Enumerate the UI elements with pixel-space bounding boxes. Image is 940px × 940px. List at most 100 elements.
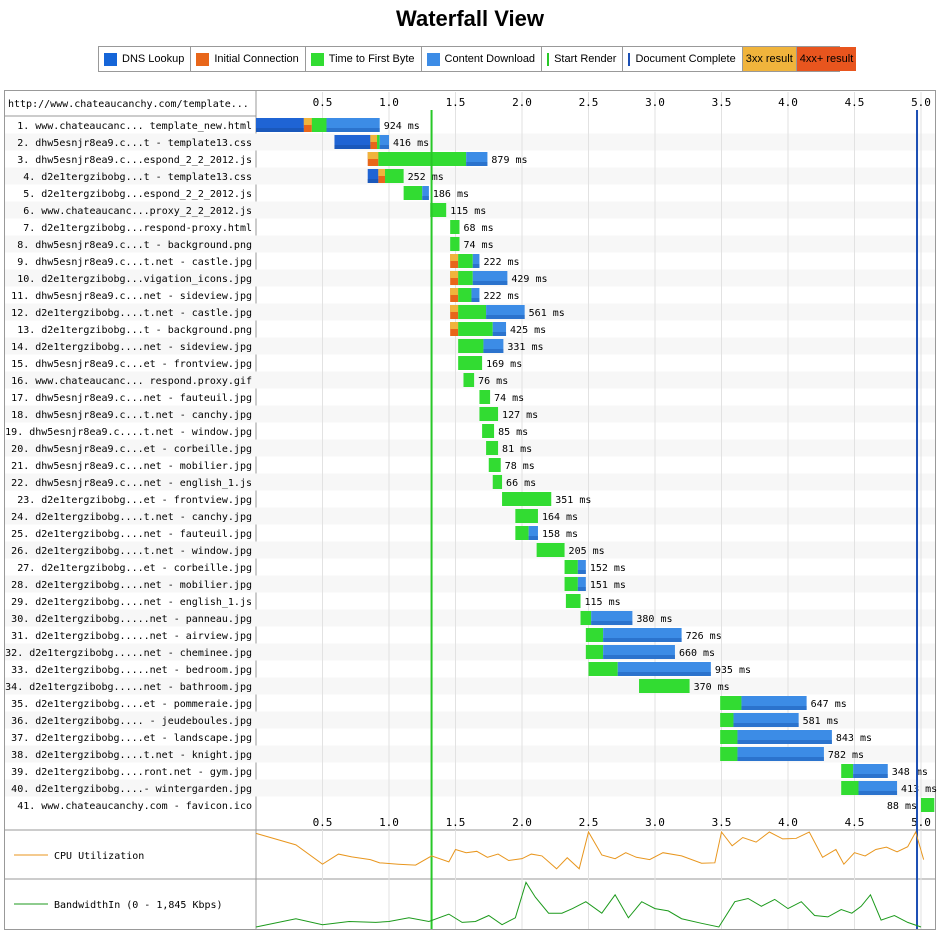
bar-dl-shade (603, 655, 675, 659)
bar-dl (528, 526, 538, 540)
bar-ttfb (720, 730, 738, 744)
bar-conn-top (450, 322, 459, 329)
bar-dl-shade (379, 145, 389, 149)
request-label: 16. www.chateaucanc... respond.proxy.gif (11, 376, 252, 387)
bar-ttfb (564, 577, 578, 591)
waterfall-frame (4, 90, 936, 930)
request-label: 3. dhw5esnjr8ea9.c...espond_2_2_2012.js (17, 155, 252, 166)
row-band (5, 235, 935, 253)
x-tick-label-top: 3.5 (712, 96, 732, 109)
request-label: 33. d2e1tergzibobg.....net - bedroom.jpg (11, 665, 252, 676)
bar-ttfb (486, 441, 499, 455)
request-label: 25. d2e1tergzibobg....net - fauteuil.jpg (11, 529, 252, 540)
duration-label: 169 ms (486, 359, 522, 370)
duration-label: 413 ms (901, 784, 937, 795)
legend-swatch (196, 52, 210, 66)
x-tick-label-top: 3.0 (645, 96, 665, 109)
request-label: 12. d2e1tergzibobg....t.net - castle.jpg (11, 308, 252, 319)
duration-label: 68 ms (463, 223, 493, 234)
request-label: 4. d2e1tergzibobg...t - template13.css (23, 172, 252, 183)
bar-ttfb (580, 611, 592, 625)
request-label: 27. d2e1tergzibobg...et - corbeille.jpg (17, 563, 252, 574)
duration-label: 81 ms (502, 444, 532, 455)
duration-label: 331 ms (507, 342, 543, 353)
request-label: 28. d2e1tergzibobg....net - mobilier.jpg (11, 580, 252, 591)
request-label: 14. d2e1tergzibobg....net - sideview.jpg (11, 342, 252, 353)
bar-ttfb (720, 696, 742, 710)
duration-label: 647 ms (811, 699, 847, 710)
request-label: 11. dhw5esnjr8ea9.c...net - sideview.jpg (11, 291, 252, 302)
request-label: 38. d2e1tergzibobg....t.net - knight.jpg (11, 750, 252, 761)
legend-item-content-download: Content Download (422, 47, 543, 71)
duration-label: 561 ms (529, 308, 565, 319)
request-label: 31. d2e1tergzibobg.....net - airview.jpg (11, 631, 252, 642)
bar-dl (577, 577, 586, 591)
bar-dl-shade (617, 672, 711, 676)
row-band (5, 201, 935, 219)
request-label: 20. dhw5esnjr8ea9.c...et - corbeille.jpg (11, 444, 252, 455)
duration-label: 74 ms (494, 393, 524, 404)
legend-label: Content Download (444, 53, 536, 65)
duration-label: 370 ms (694, 682, 730, 693)
bar-ttfb (479, 407, 499, 421)
legend-item-dns-lookup: DNS Lookup (99, 47, 192, 71)
request-label: 7. d2e1tergzibobg...respond-proxy.html (23, 223, 252, 234)
row-band (5, 711, 935, 729)
x-tick-label-top: 4.5 (845, 96, 865, 109)
x-tick-label-bottom: 2.0 (512, 816, 532, 829)
request-label: 23. d2e1tergzibobg...et - frontview.jpg (17, 495, 252, 506)
bar-ttfb (585, 645, 604, 659)
bar-ttfb (502, 492, 552, 506)
x-tick-label-top: 0.5 (313, 96, 333, 109)
bar-ttfb (492, 475, 503, 489)
duration-label: 924 ms (384, 121, 420, 132)
request-label: 36. d2e1tergzibobg.... - jeudeboules.jpg (11, 716, 252, 727)
legend-swatch (547, 52, 550, 66)
bar-ttfb (377, 135, 380, 149)
x-tick-label-bottom: 4.0 (778, 816, 798, 829)
bar-dl-shade (422, 196, 429, 200)
page-title: Waterfall View (396, 6, 544, 31)
request-label: 17. dhw5esnjr8ea9.c...net - fauteuil.jpg (11, 393, 252, 404)
bar-ttfb (311, 118, 327, 132)
bar-dl (471, 288, 480, 302)
duration-label: 348 ms (892, 767, 928, 778)
legend-label: 4xx+ result (799, 53, 854, 65)
x-tick-label-top: 4.0 (778, 96, 798, 109)
bar-ttfb (479, 390, 491, 404)
x-tick-label-bottom: 4.5 (845, 816, 865, 829)
legend-swatch (426, 52, 440, 66)
x-tick-label-bottom: 1.5 (446, 816, 466, 829)
duration-label: 222 ms (483, 257, 519, 268)
duration-label: 115 ms (450, 206, 486, 217)
legend-item-3xx-result: 3xx result (742, 47, 797, 71)
row-band (5, 473, 935, 491)
bar-ttfb (841, 764, 854, 778)
bar-dl-shade (472, 281, 508, 285)
row-band (5, 677, 935, 695)
request-label: 39. d2e1tergzibobg....ront.net - gym.jpg (11, 767, 252, 778)
duration-label: 222 ms (483, 291, 519, 302)
duration-label: 66 ms (506, 478, 536, 489)
bar-ttfb (720, 747, 738, 761)
duration-label: 115 ms (585, 597, 621, 608)
legend-swatch (628, 52, 631, 66)
legend-label: 3xx result (745, 53, 793, 65)
row-band (5, 133, 935, 151)
bar-ttfb (458, 322, 493, 336)
legend-item-time-to-first-byte: Time to First Byte (306, 47, 422, 71)
request-label: 15. dhw5esnjr8ea9.c...et - frontview.jpg (11, 359, 252, 370)
cpu-label: CPU Utilization (54, 851, 144, 862)
bar-dl-shade (466, 162, 488, 166)
row-band (5, 745, 935, 763)
bar-ttfb (482, 424, 495, 438)
legend-item-start-render: Start Render (542, 47, 624, 71)
legend-swatch (104, 52, 117, 66)
bar-conn-top (450, 254, 459, 261)
bar-ttfb (588, 662, 618, 676)
legend-label: Document Complete (635, 53, 736, 65)
duration-label: 152 ms (590, 563, 626, 574)
duration-label: 127 ms (502, 410, 538, 421)
duration-label: 425 ms (510, 325, 546, 336)
x-tick-label-top: 1.5 (446, 96, 466, 109)
